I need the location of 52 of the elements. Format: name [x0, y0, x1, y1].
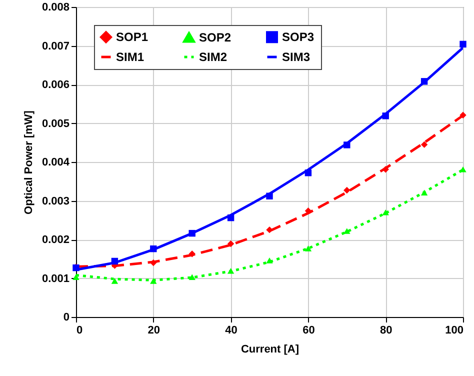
- x-tick-label: 100: [445, 324, 464, 336]
- point: [344, 228, 350, 234]
- point: [382, 112, 389, 120]
- point: [344, 186, 350, 194]
- point: [460, 112, 466, 118]
- point: [266, 258, 273, 264]
- x-axis-title: Current [A]: [240, 344, 300, 356]
- y-tick-label: 0.002: [42, 234, 70, 246]
- x-tick-label: 80: [380, 324, 392, 336]
- point: [304, 169, 312, 176]
- legend-label: SIM1: [116, 50, 144, 64]
- point: [150, 278, 157, 284]
- x-tick-label: 20: [148, 324, 160, 336]
- point: [227, 268, 234, 274]
- point: [227, 240, 234, 248]
- y-tick-label: 0.004: [42, 156, 70, 168]
- point: [382, 209, 389, 216]
- y-tick-label: 0.005: [42, 118, 70, 130]
- point: [266, 192, 273, 200]
- legend-label: SIM2: [199, 50, 228, 64]
- y-tick-label: 0.001: [42, 272, 70, 285]
- point: [188, 230, 196, 237]
- legend-label: SOP3: [282, 30, 314, 44]
- point: [420, 190, 428, 196]
- point: [382, 166, 389, 173]
- y-tick-label: 0.008: [42, 2, 70, 14]
- y-tick-label: 0: [63, 312, 70, 324]
- legend-label: SIM3: [282, 50, 310, 64]
- point: [420, 141, 428, 148]
- point: [420, 78, 428, 85]
- y-tick-label: 0.007: [42, 40, 70, 52]
- x-tick-label: 0: [76, 324, 83, 336]
- point: [72, 274, 80, 280]
- point: [111, 258, 118, 265]
- y-axis-title: Optical Power [mW]: [22, 110, 35, 214]
- point: [344, 142, 350, 148]
- x-tick-label: 40: [225, 324, 238, 336]
- point: [227, 214, 234, 222]
- point: [460, 166, 466, 172]
- point: [188, 274, 196, 280]
- point: [150, 259, 157, 266]
- point: [111, 278, 118, 284]
- point: [188, 250, 196, 258]
- x-tick-label: 60: [302, 324, 315, 336]
- point: [266, 226, 273, 234]
- point: [460, 40, 466, 48]
- legend-label: SOP2: [199, 30, 232, 44]
- y-tick-label: 0.006: [42, 79, 70, 91]
- point: [150, 245, 157, 252]
- legend-label: SOP1: [116, 30, 148, 44]
- y-tick-label: 0.003: [42, 195, 70, 208]
- point: [304, 246, 312, 252]
